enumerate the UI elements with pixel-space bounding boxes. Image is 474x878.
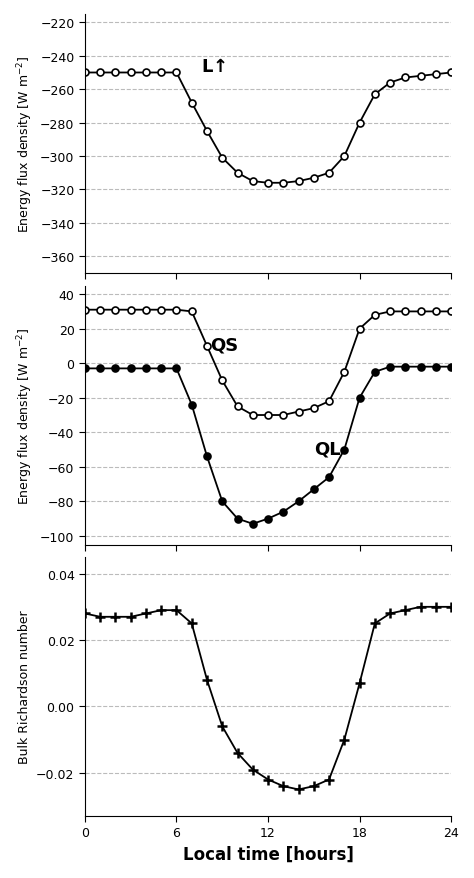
Text: $\bf{L}$↑: $\bf{L}$↑: [201, 58, 226, 76]
Text: QS: QS: [210, 336, 238, 354]
Text: QL: QL: [314, 440, 340, 457]
Y-axis label: Bulk Richardson number: Bulk Richardson number: [18, 610, 31, 764]
X-axis label: Local time [hours]: Local time [hours]: [182, 845, 354, 863]
Y-axis label: Energy flux density [W m$^{-2}$]: Energy flux density [W m$^{-2}$]: [15, 55, 35, 233]
Y-axis label: Energy flux density [W m$^{-2}$]: Energy flux density [W m$^{-2}$]: [15, 327, 35, 504]
